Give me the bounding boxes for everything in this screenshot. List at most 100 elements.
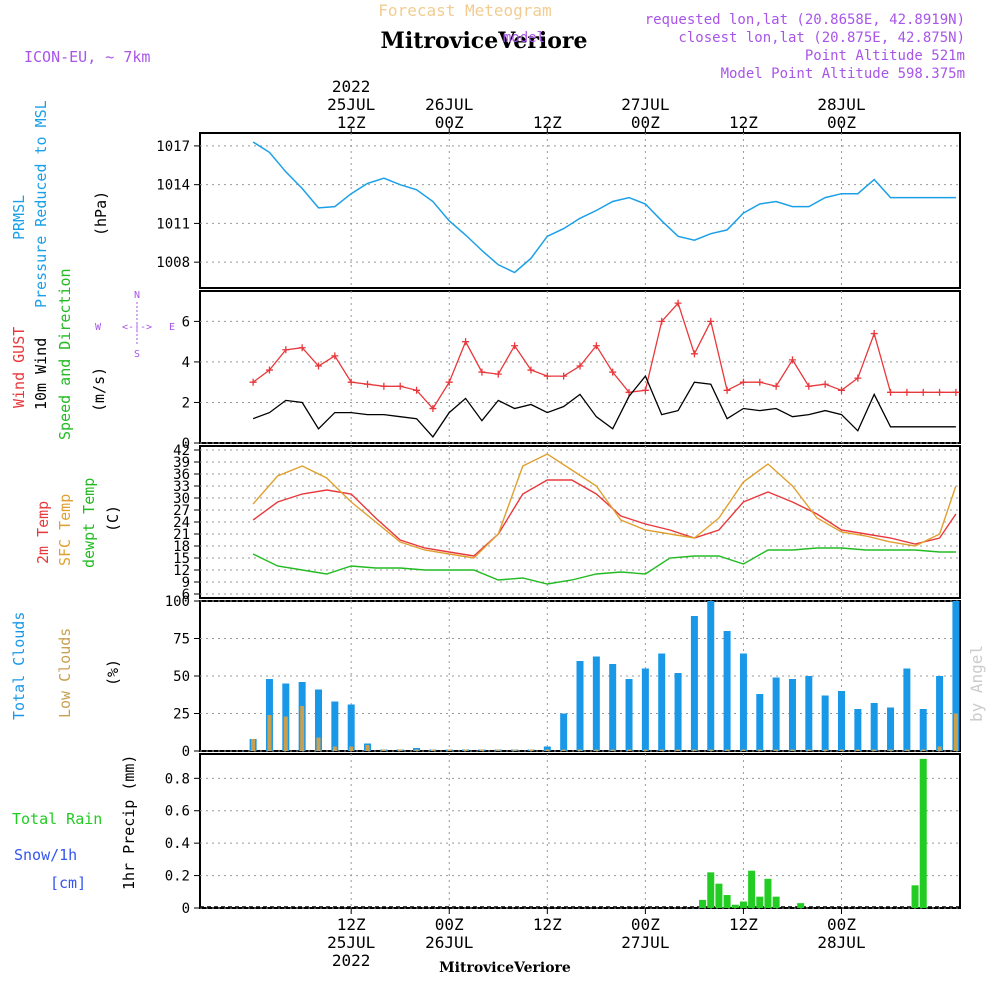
gust-marker xyxy=(347,378,355,386)
total-cloud-bar xyxy=(854,709,862,751)
panel-frame xyxy=(199,132,961,289)
x-tick-label-top: 28JUL xyxy=(817,95,865,114)
wind-line xyxy=(252,374,956,438)
gust-marker xyxy=(331,352,339,360)
y-tick-label: 2 xyxy=(182,395,190,411)
low-cloud-bar xyxy=(659,749,664,751)
rain-bar xyxy=(911,885,919,908)
low-cloud-bar xyxy=(430,749,435,751)
model-altitude: Model Point Altitude 598.375m xyxy=(721,66,965,82)
gust-marker xyxy=(592,342,600,350)
total-cloud-bar xyxy=(690,616,698,751)
low-cloud-bar xyxy=(463,749,468,751)
gust-marker xyxy=(805,382,813,390)
total-cloud-bar xyxy=(609,664,617,751)
y-tick-label: 15 xyxy=(173,551,190,567)
x-tick-label-bottom: 28JUL xyxy=(817,933,865,952)
gust-marker xyxy=(788,356,796,364)
low-cloud-bar xyxy=(267,715,272,751)
forecast-subtitle: Forecast Meteogram xyxy=(378,1,551,20)
pressure-unit: (hPa) xyxy=(92,191,110,236)
gust-marker xyxy=(462,338,470,346)
rain-bar xyxy=(748,870,756,908)
total-cloud-bar xyxy=(347,704,355,751)
gust-marker xyxy=(494,370,502,378)
gust-marker xyxy=(952,388,960,396)
temp-sfc-label: SFC Temp xyxy=(56,494,74,566)
low-cloud-bar xyxy=(855,749,860,751)
low-cloud-bar xyxy=(790,749,795,751)
x-tick-label-top: 26JUL xyxy=(425,95,473,114)
total-cloud-bar xyxy=(805,676,813,751)
low-cloud-bar xyxy=(627,749,632,751)
clouds-unit: (%) xyxy=(104,659,122,686)
gust-marker xyxy=(625,388,633,396)
low-cloud-bar xyxy=(251,739,256,751)
gust-marker xyxy=(609,368,617,376)
low-cloud-bar xyxy=(349,746,354,751)
total-cloud-bar xyxy=(592,656,600,751)
x-tick-label-bottom: 12Z xyxy=(533,915,562,934)
clouds-low-label: Low Clouds xyxy=(56,628,74,718)
y-tick-label: 24 xyxy=(173,515,190,531)
gust-marker xyxy=(413,386,421,394)
total-cloud-bar xyxy=(788,679,796,751)
total-cloud-bar xyxy=(674,673,682,751)
pressure-label-2: Pressure Reduced to MSL xyxy=(32,100,50,308)
y-tick-label: 1017 xyxy=(156,139,190,155)
y-tick-label: 30 xyxy=(173,491,190,507)
x-tick-label-top: 00Z xyxy=(631,113,660,132)
y-tick-label: 9 xyxy=(182,575,190,591)
pressure-label-1: PRMSL xyxy=(10,195,28,240)
y-tick-label: 36 xyxy=(173,467,190,483)
total-cloud-bar xyxy=(641,668,649,751)
low-cloud-bar xyxy=(283,716,288,751)
low-cloud-bar xyxy=(316,737,321,751)
precip-unit: 1hr Precip (mm) xyxy=(120,755,138,890)
total-cloud-bar xyxy=(331,701,339,751)
total-cloud-bar xyxy=(739,653,747,751)
precip-rain-label: Total Rain xyxy=(12,810,102,828)
y-tick-label: 50 xyxy=(173,669,190,685)
gust-marker xyxy=(527,366,535,374)
low-cloud-bar xyxy=(528,749,533,751)
precip-snow-label: Snow/1h xyxy=(14,846,77,864)
sfc-temp-line xyxy=(252,453,957,559)
low-cloud-bar xyxy=(479,749,484,751)
gust-marker xyxy=(919,388,927,396)
closest-coords: closest lon,lat (20.875E, 42.875N) xyxy=(678,30,965,46)
y-tick-label: 0 xyxy=(182,901,190,917)
x-tick-label-top: 12Z xyxy=(337,113,366,132)
y-tick-label: 0 xyxy=(182,436,190,452)
gust-marker xyxy=(690,350,698,358)
total-cloud-bar xyxy=(870,703,878,751)
gust-marker xyxy=(739,378,747,386)
low-cloud-bar xyxy=(561,749,566,751)
low-cloud-bar xyxy=(839,749,844,751)
y-tick-label: 0.6 xyxy=(165,804,190,820)
total-cloud-bar xyxy=(952,601,960,751)
gust-marker xyxy=(364,380,372,388)
gust-marker xyxy=(282,346,290,354)
gust-marker xyxy=(756,378,764,386)
low-cloud-bar xyxy=(300,706,305,751)
low-cloud-bar xyxy=(904,749,909,751)
low-cloud-bar xyxy=(872,749,877,751)
footer-location: MitroviceVeriore xyxy=(439,960,571,976)
rain-bar xyxy=(731,904,739,908)
low-cloud-bar xyxy=(398,749,403,751)
low-cloud-bar xyxy=(676,749,681,751)
compass-e: E xyxy=(169,322,175,333)
low-cloud-bar xyxy=(937,746,942,751)
gust-marker xyxy=(821,380,829,388)
x-tick-label-bottom: 00Z xyxy=(435,915,464,934)
low-cloud-bar xyxy=(365,745,370,751)
low-cloud-bar xyxy=(888,749,893,751)
temp-2m-line xyxy=(252,479,957,557)
watermark: by Angel xyxy=(967,645,986,722)
location-title: MitroviceVeriore xyxy=(381,28,588,54)
total-cloud-bar xyxy=(936,676,944,751)
x-tick-label-bottom: 12Z xyxy=(729,915,758,934)
y-tick-label: 27 xyxy=(173,503,190,519)
gust-marker xyxy=(903,388,911,396)
